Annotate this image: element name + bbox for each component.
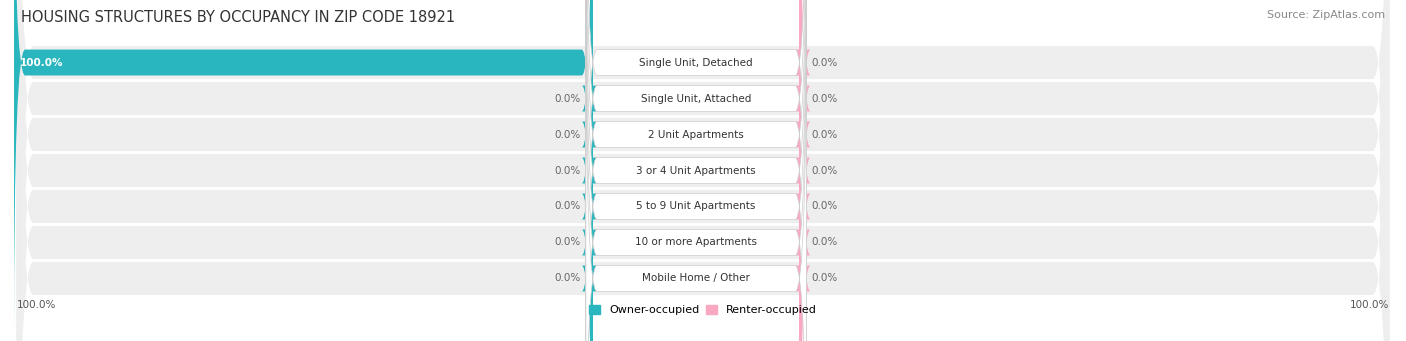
Text: 0.0%: 0.0% (554, 202, 581, 211)
FancyBboxPatch shape (17, 0, 1389, 341)
FancyBboxPatch shape (796, 0, 810, 341)
Text: 2 Unit Apartments: 2 Unit Apartments (648, 130, 744, 139)
FancyBboxPatch shape (796, 0, 810, 341)
Text: Source: ZipAtlas.com: Source: ZipAtlas.com (1267, 10, 1385, 20)
FancyBboxPatch shape (586, 0, 807, 341)
FancyBboxPatch shape (582, 3, 598, 341)
Text: 0.0%: 0.0% (554, 93, 581, 104)
Text: 0.0%: 0.0% (811, 58, 838, 68)
Text: 10 or more Apartments: 10 or more Apartments (636, 237, 756, 248)
Text: 0.0%: 0.0% (811, 273, 838, 283)
Text: 100.0%: 100.0% (1350, 300, 1389, 310)
FancyBboxPatch shape (17, 0, 1389, 341)
FancyBboxPatch shape (586, 0, 807, 341)
Text: 0.0%: 0.0% (811, 165, 838, 176)
FancyBboxPatch shape (582, 0, 598, 341)
FancyBboxPatch shape (796, 3, 810, 341)
FancyBboxPatch shape (582, 0, 598, 341)
FancyBboxPatch shape (796, 0, 810, 341)
FancyBboxPatch shape (586, 0, 807, 338)
Text: 0.0%: 0.0% (811, 237, 838, 248)
FancyBboxPatch shape (582, 0, 598, 341)
Text: Single Unit, Attached: Single Unit, Attached (641, 93, 751, 104)
Text: 0.0%: 0.0% (811, 202, 838, 211)
Text: 100.0%: 100.0% (20, 58, 63, 68)
Text: 0.0%: 0.0% (811, 93, 838, 104)
Text: Single Unit, Detached: Single Unit, Detached (640, 58, 754, 68)
Text: HOUSING STRUCTURES BY OCCUPANCY IN ZIP CODE 18921: HOUSING STRUCTURES BY OCCUPANCY IN ZIP C… (21, 10, 456, 25)
Text: 0.0%: 0.0% (554, 237, 581, 248)
FancyBboxPatch shape (14, 0, 593, 338)
FancyBboxPatch shape (17, 0, 1389, 341)
FancyBboxPatch shape (586, 0, 807, 341)
FancyBboxPatch shape (796, 0, 810, 341)
FancyBboxPatch shape (586, 0, 807, 341)
FancyBboxPatch shape (796, 0, 810, 338)
Text: 0.0%: 0.0% (554, 273, 581, 283)
FancyBboxPatch shape (796, 0, 810, 341)
FancyBboxPatch shape (582, 0, 598, 341)
Legend: Owner-occupied, Renter-occupied: Owner-occupied, Renter-occupied (589, 305, 817, 315)
Text: Mobile Home / Other: Mobile Home / Other (643, 273, 749, 283)
FancyBboxPatch shape (586, 3, 807, 341)
Text: 0.0%: 0.0% (554, 165, 581, 176)
FancyBboxPatch shape (17, 0, 1389, 341)
Text: 0.0%: 0.0% (811, 130, 838, 139)
FancyBboxPatch shape (586, 0, 807, 341)
FancyBboxPatch shape (582, 0, 598, 341)
Text: 100.0%: 100.0% (17, 300, 56, 310)
FancyBboxPatch shape (17, 0, 1389, 341)
FancyBboxPatch shape (17, 0, 1389, 341)
Text: 3 or 4 Unit Apartments: 3 or 4 Unit Apartments (637, 165, 756, 176)
FancyBboxPatch shape (17, 0, 1389, 341)
Text: 0.0%: 0.0% (554, 130, 581, 139)
Text: 5 to 9 Unit Apartments: 5 to 9 Unit Apartments (637, 202, 756, 211)
